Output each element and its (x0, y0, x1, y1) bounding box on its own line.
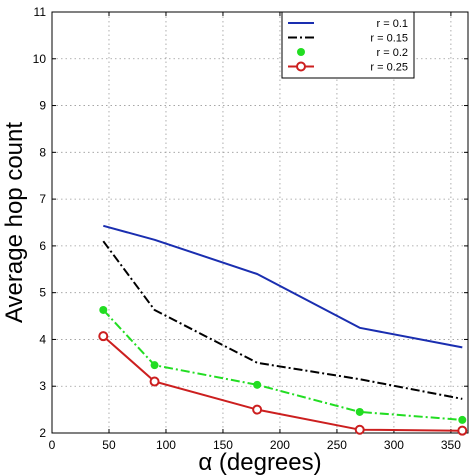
y-tick-label: 8 (39, 145, 46, 159)
x-tick-label: 350 (441, 438, 461, 452)
series-line (103, 224, 463, 349)
y-tick-label: 5 (39, 286, 46, 300)
y-tick-label: 10 (33, 52, 47, 66)
x-tick-label: 0 (49, 438, 56, 452)
data-point (354, 424, 365, 435)
y-tick-label: 3 (39, 379, 46, 393)
data-point (457, 425, 468, 436)
legend-label: r = 0.15 (370, 33, 408, 45)
data-point (98, 331, 109, 342)
x-tick-label: 200 (270, 438, 290, 452)
data-point (252, 404, 263, 415)
data-point (458, 415, 467, 424)
x-tick-label: 150 (213, 438, 233, 452)
data-point (99, 305, 108, 314)
y-tick-label: 7 (39, 192, 46, 206)
y-axis-label: Average hop count (1, 122, 28, 323)
y-tick-label: 4 (39, 332, 46, 346)
y-tick-label: 2 (39, 426, 46, 440)
legend-marker (296, 61, 306, 72)
data-point (355, 407, 364, 416)
data-series (98, 224, 468, 436)
axis-ticks: 0 50 100 150 200 250 300 350 2 3 4 5 6 7 8 9 10 11 (33, 5, 468, 452)
series-line (102, 240, 463, 400)
plot-frame (51, 11, 469, 434)
x-tick-label: 100 (156, 438, 176, 452)
x-axis-label: α (degrees) (198, 449, 321, 476)
x-tick-label: 250 (327, 438, 347, 452)
data-point (150, 361, 159, 370)
legend-label: r = 0.25 (370, 62, 408, 74)
legend-label: r = 0.1 (377, 18, 409, 30)
x-tick-label: 50 (102, 438, 116, 452)
y-tick-label: 9 (39, 99, 46, 113)
data-point (149, 376, 160, 387)
data-point (253, 380, 262, 389)
y-tick-label: 11 (34, 5, 47, 19)
legend: r = 0.1 r = 0.15 r = 0.2 r = 0.25 (281, 11, 415, 79)
legend-label: r = 0.2 (377, 47, 409, 59)
legend-marker (297, 48, 305, 56)
x-tick-label: 300 (384, 438, 404, 452)
y-tick-label: 6 (39, 239, 46, 253)
